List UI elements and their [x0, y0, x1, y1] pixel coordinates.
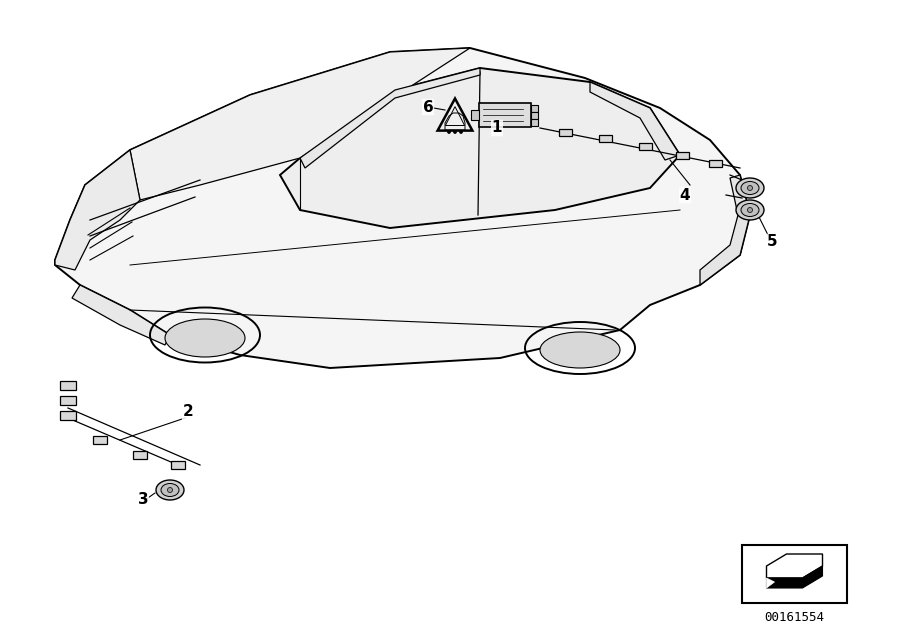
- Ellipse shape: [736, 200, 764, 220]
- Ellipse shape: [161, 483, 179, 497]
- Text: 4: 4: [680, 188, 690, 202]
- Polygon shape: [55, 150, 140, 270]
- FancyBboxPatch shape: [559, 128, 572, 135]
- Text: 5: 5: [767, 235, 778, 249]
- Circle shape: [460, 130, 463, 134]
- FancyBboxPatch shape: [531, 104, 538, 111]
- FancyBboxPatch shape: [708, 160, 722, 167]
- Circle shape: [748, 186, 752, 191]
- FancyBboxPatch shape: [471, 110, 479, 120]
- Circle shape: [454, 130, 456, 134]
- Polygon shape: [700, 175, 750, 285]
- Ellipse shape: [156, 480, 184, 500]
- Polygon shape: [280, 68, 680, 228]
- Circle shape: [447, 130, 451, 134]
- Polygon shape: [72, 285, 170, 345]
- FancyBboxPatch shape: [742, 545, 847, 603]
- FancyBboxPatch shape: [60, 380, 76, 389]
- Polygon shape: [300, 68, 480, 168]
- FancyBboxPatch shape: [93, 436, 107, 444]
- FancyBboxPatch shape: [133, 451, 147, 459]
- Polygon shape: [55, 48, 750, 368]
- FancyBboxPatch shape: [171, 461, 185, 469]
- Circle shape: [748, 207, 752, 212]
- FancyBboxPatch shape: [531, 111, 538, 118]
- Ellipse shape: [741, 181, 759, 195]
- FancyBboxPatch shape: [60, 396, 76, 404]
- Ellipse shape: [736, 178, 764, 198]
- Polygon shape: [437, 99, 472, 130]
- Text: 1: 1: [491, 120, 502, 135]
- Text: 00161554: 00161554: [764, 611, 824, 624]
- Text: 6: 6: [423, 99, 434, 114]
- Ellipse shape: [741, 204, 759, 216]
- Ellipse shape: [540, 332, 620, 368]
- FancyBboxPatch shape: [479, 103, 531, 127]
- FancyBboxPatch shape: [638, 142, 652, 149]
- FancyBboxPatch shape: [60, 410, 76, 420]
- Polygon shape: [767, 566, 823, 588]
- FancyBboxPatch shape: [676, 151, 688, 158]
- Polygon shape: [130, 48, 470, 200]
- Text: 3: 3: [138, 492, 148, 508]
- Text: 2: 2: [183, 404, 194, 420]
- Ellipse shape: [165, 319, 245, 357]
- Polygon shape: [590, 82, 680, 160]
- Polygon shape: [767, 554, 823, 578]
- FancyBboxPatch shape: [598, 134, 611, 141]
- Polygon shape: [767, 578, 775, 588]
- FancyBboxPatch shape: [531, 118, 538, 125]
- Circle shape: [167, 488, 173, 492]
